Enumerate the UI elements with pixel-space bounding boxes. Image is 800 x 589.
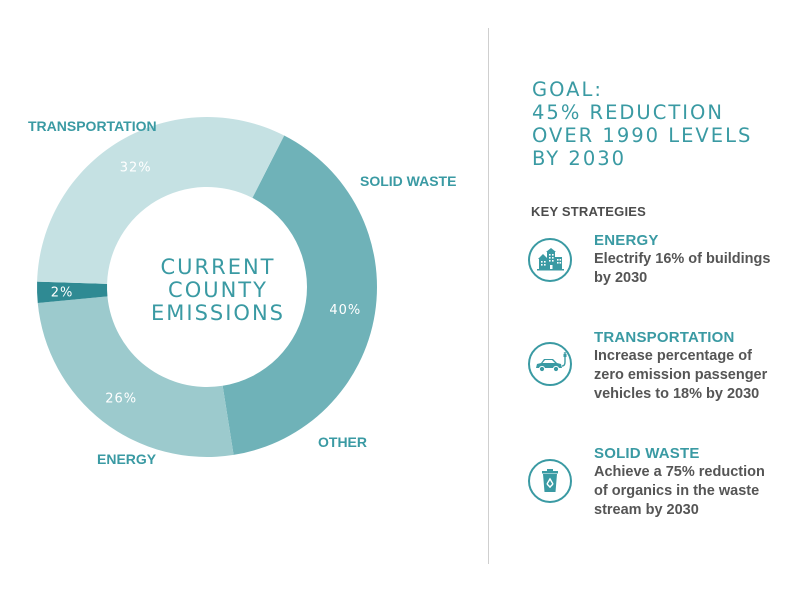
- category-label: OTHER: [318, 434, 367, 450]
- goal-line-2: 45% REDUCTION: [532, 101, 724, 124]
- recycling-bin-icon: [528, 459, 572, 503]
- strategy-line: by 2030: [594, 270, 648, 286]
- strategy-line: Achieve a 75% reduction: [594, 464, 765, 480]
- center-label-line-2: COUNTY: [168, 278, 268, 302]
- slice-transportation: [222, 135, 377, 455]
- strategy-line: stream by 2030: [594, 502, 699, 518]
- slice-solid-waste: [37, 296, 234, 457]
- center-label-line-3: EMISSIONS: [151, 301, 285, 325]
- vertical-divider: [488, 28, 489, 564]
- emissions-donut-chart: 40% 26% 2% 32% TRANSPORTATION SOLID WASTE OTH…: [28, 116, 456, 467]
- slice-value-label: 40%: [329, 303, 361, 318]
- slice-value-label: 2%: [51, 286, 74, 301]
- slice-value-label: 32%: [120, 160, 152, 175]
- strategy-line: Increase percentage of: [594, 348, 752, 364]
- strategy-line: zero emission passenger: [594, 367, 768, 383]
- strategy-title: TRANSPORTATION: [594, 329, 735, 346]
- strategy-line: Electrify 16% of buildings: [594, 251, 771, 267]
- slice-energy: [37, 116, 285, 284]
- slice-other: [37, 281, 108, 303]
- category-label: ENERGY: [97, 451, 157, 467]
- category-label: TRANSPORTATION: [28, 118, 157, 134]
- strategy-title: ENERGY: [594, 232, 659, 249]
- buildings-icon: [528, 238, 572, 282]
- key-strategies-label: KEY STRATEGIES: [531, 204, 647, 219]
- strategy-line: of organics in the waste: [594, 483, 760, 499]
- center-label-line-1: CURRENT: [160, 255, 275, 279]
- strategy-line: vehicles to 18% by 2030: [594, 386, 760, 402]
- slice-value-label: 26%: [105, 392, 137, 407]
- category-label: SOLID WASTE: [360, 173, 456, 189]
- goal-line-3: OVER 1990 LEVELS: [532, 124, 753, 147]
- goal-line-4: BY 2030: [532, 147, 627, 170]
- strategy-title: SOLID WASTE: [594, 445, 700, 462]
- goal-heading: GOAL: 45% REDUCTION OVER 1990 LEVELS BY …: [532, 78, 792, 170]
- goal-line-1: GOAL:: [532, 78, 603, 101]
- electric-car-icon: [528, 342, 572, 386]
